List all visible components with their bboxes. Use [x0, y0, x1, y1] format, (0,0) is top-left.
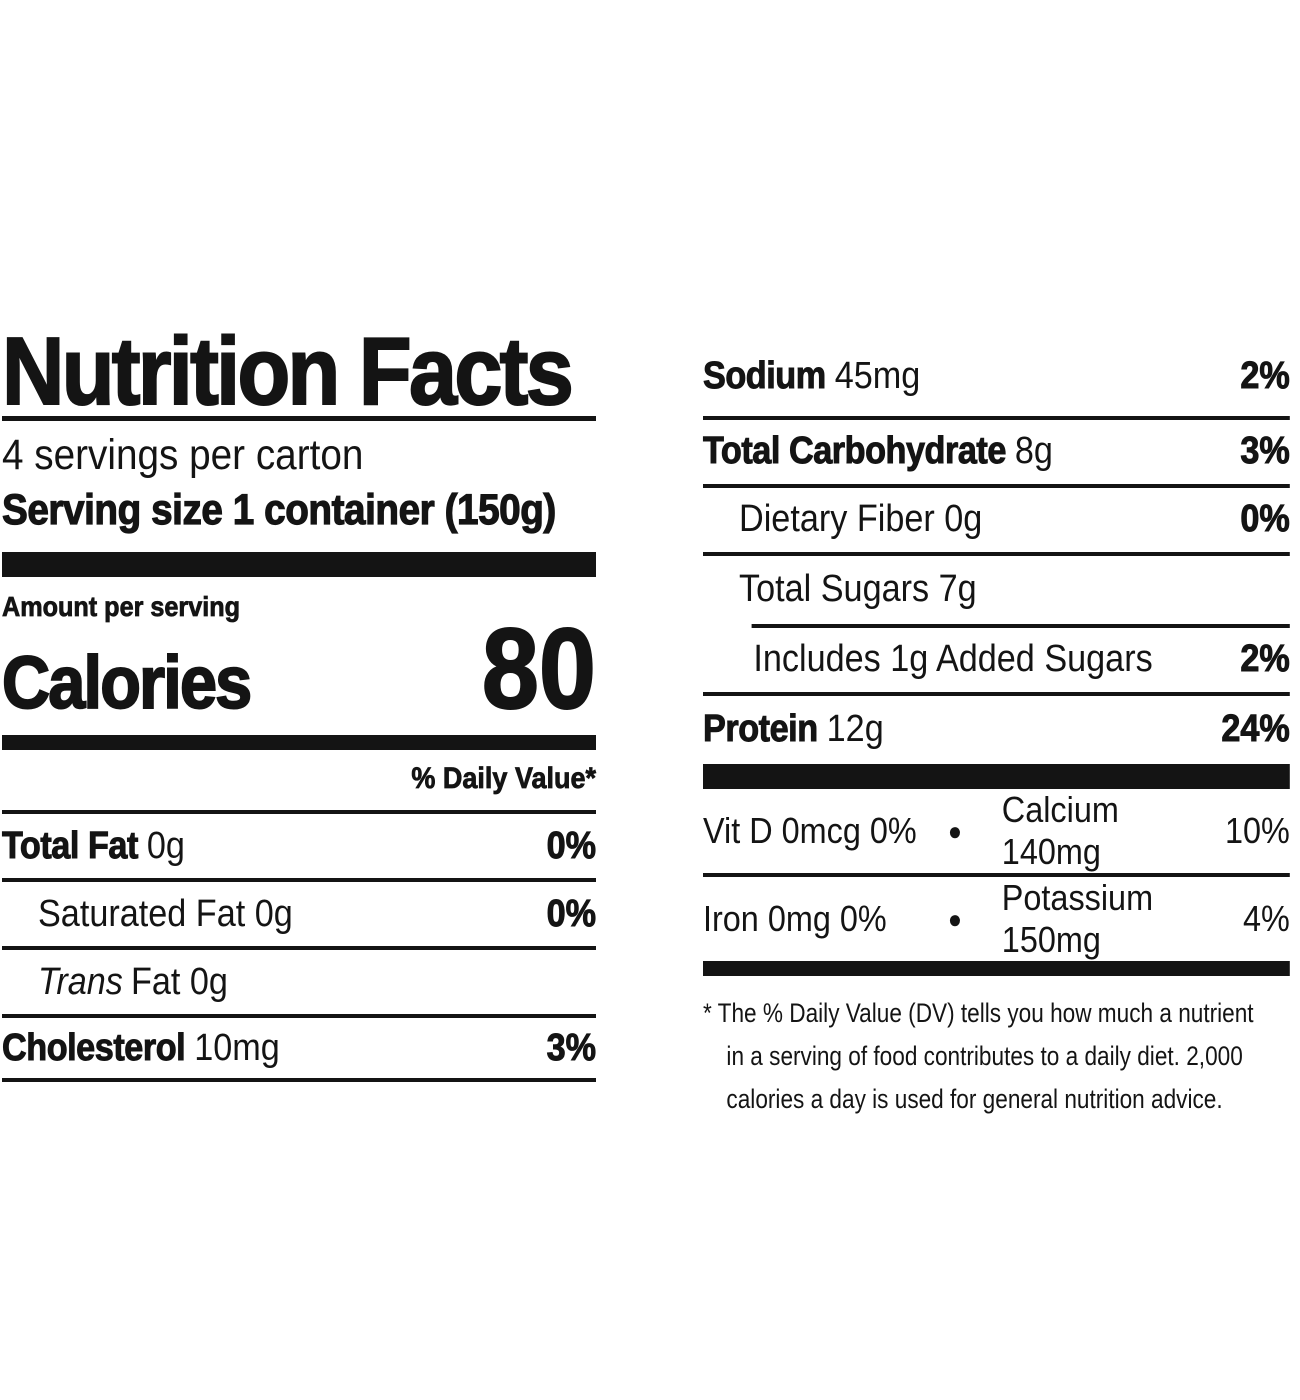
row-added-sugars: Includes 1g Added Sugars 2%	[703, 628, 1290, 696]
nutrient-name: Includes 1g Added Sugars	[753, 638, 1153, 681]
micronutrient-percent: 10%	[1224, 810, 1290, 851]
right-nutrient-rows: Sodium 45mg 2% Total Carbohydrate 8g 3% Di…	[703, 338, 1291, 764]
row-saturated-fat: Saturated Fat 0g 0%	[2, 878, 596, 946]
divider-thick	[2, 551, 596, 577]
nutrient-percent: 24%	[1221, 708, 1290, 751]
right-column: Sodium 45mg 2% Total Carbohydrate 8g 3% Di…	[703, 338, 1291, 1121]
bullet-icon: ●	[947, 815, 963, 846]
divider-medium	[2, 735, 596, 751]
micronutrient-left: Iron 0mg 0%	[703, 898, 887, 939]
row-protein: Protein 12g 24%	[703, 696, 1291, 764]
micronutrient-percent: 4%	[1242, 898, 1290, 939]
footnote: * The % Daily Value (DV) tells you how m…	[703, 992, 1290, 1121]
nutrient-name: Total Fat 0g	[2, 824, 185, 867]
daily-value-header: % Daily Value*	[411, 762, 596, 796]
row-total-sugars: Total Sugars 7g	[703, 556, 1290, 624]
nutrient-name: Total Sugars 7g	[739, 568, 977, 611]
row-iron-potassium: Iron 0mg 0% ● Potassium 150mg 4%	[703, 877, 1290, 961]
servings-per-carton: 4 servings per carton	[2, 431, 364, 479]
nutrient-name: Saturated Fat 0g	[38, 892, 293, 935]
footnote-line: * The % Daily Value (DV) tells you how m…	[703, 998, 1254, 1028]
indented-rule	[751, 624, 1290, 628]
nutrient-percent: 2%	[1240, 638, 1290, 681]
micronutrient-left: Vit D 0mcg 0%	[703, 810, 917, 851]
nutrient-name: Total Carbohydrate 8g	[703, 430, 1053, 473]
row-cholesterol: Cholesterol 10mg 3%	[2, 1014, 596, 1083]
row-sodium: Sodium 45mg 2%	[703, 338, 1290, 420]
nutrient-percent: 0%	[546, 892, 596, 935]
divider-thick	[703, 764, 1290, 789]
calories-row: Calories 80	[1, 606, 597, 734]
nutrient-name: Dietary Fiber 0g	[739, 498, 983, 541]
nutrient-name: Cholesterol 10mg	[2, 1026, 280, 1069]
micronutrient-name: Potassium 150mg	[1001, 877, 1154, 960]
calories-value: 80	[481, 606, 597, 734]
nutrient-percent: 3%	[1240, 430, 1290, 473]
bullet-icon: ●	[947, 903, 963, 934]
row-dietary-fiber: Dietary Fiber 0g 0%	[703, 488, 1290, 556]
micronutrient-name: Calcium 140mg	[1001, 789, 1119, 872]
serving-size: Serving size 1 container (150g)	[1, 486, 556, 535]
row-vitamin-d-calcium: Vit D 0mcg 0% ● Calcium 140mg 10%	[703, 789, 1290, 877]
nutrient-percent: 2%	[1240, 355, 1290, 398]
divider-medium	[703, 961, 1290, 976]
calories-label: Calories	[1, 641, 253, 725]
label-title: Nutrition Facts	[1, 323, 596, 421]
nutrient-name: Trans Fat 0g	[38, 960, 228, 1003]
left-nutrient-rows: Total Fat 0g 0% Saturated Fat 0g 0% Trans…	[2, 810, 596, 1083]
row-trans-fat: Trans Fat 0g	[2, 946, 596, 1014]
nutrient-percent: 3%	[546, 1026, 596, 1069]
nutrient-name: Sodium 45mg	[703, 355, 921, 398]
amount-per-serving-label: Amount per serving	[2, 590, 241, 622]
row-total-fat: Total Fat 0g 0%	[2, 810, 596, 878]
nutrient-name: Protein 12g	[703, 708, 884, 751]
nutrient-percent: 0%	[1240, 498, 1290, 541]
nutrient-percent: 0%	[546, 824, 596, 867]
footnote-line: in a serving of food contributes to a da…	[726, 1041, 1243, 1071]
left-column: Nutrition Facts 4 servings per carton Se…	[1, 323, 597, 1083]
footnote-line: calories a day is used for general nutri…	[726, 1084, 1223, 1114]
row-total-carbohydrate: Total Carbohydrate 8g 3%	[703, 420, 1290, 488]
